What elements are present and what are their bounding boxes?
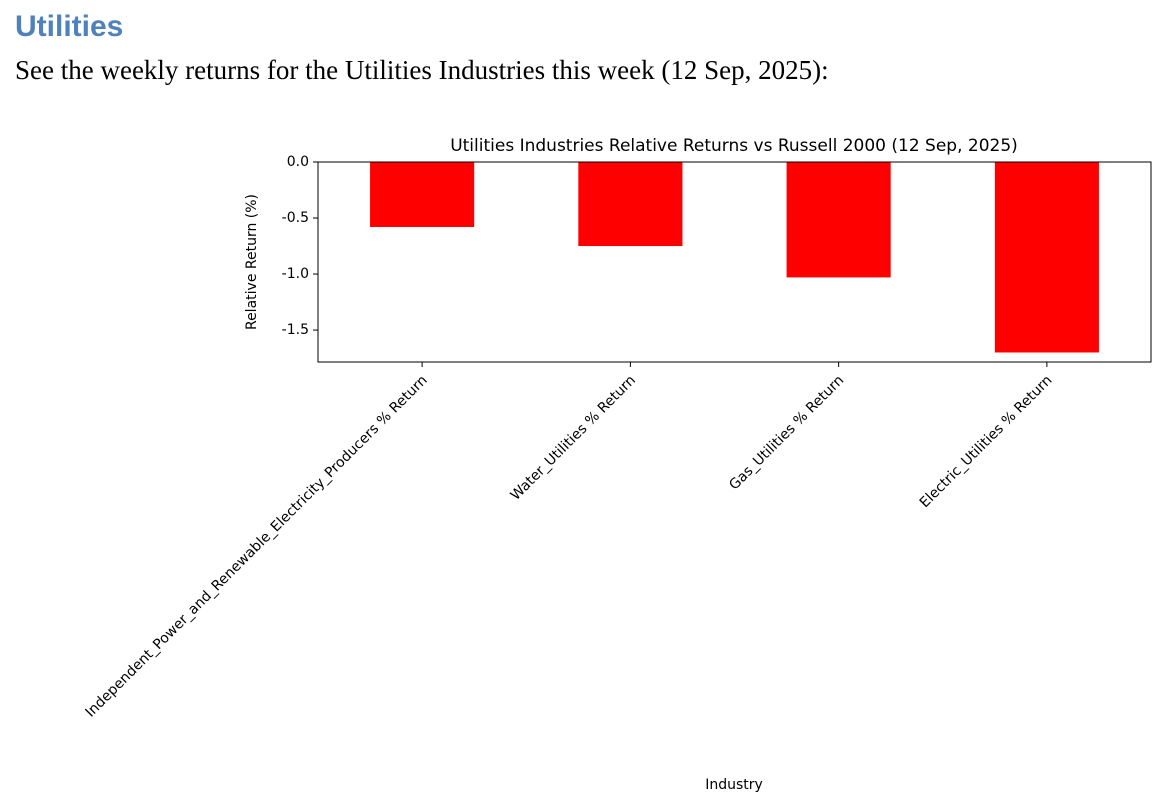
y-tick-label: 0.0 bbox=[287, 154, 309, 170]
bar bbox=[370, 162, 475, 227]
heading: Utilities bbox=[15, 10, 123, 43]
y-axis-label: Relative Return (%) bbox=[244, 194, 260, 330]
x-tick-label: Electric_Utilities % Return bbox=[917, 372, 1056, 511]
bar bbox=[994, 162, 1099, 353]
x-axis-label: Industry bbox=[705, 777, 763, 793]
bar bbox=[578, 162, 683, 247]
y-tick-label: -1.0 bbox=[282, 266, 309, 282]
y-tick-label: -1.5 bbox=[282, 322, 309, 338]
x-tick-label: Water_Utilities % Return bbox=[508, 372, 639, 503]
plot-frame bbox=[317, 161, 1152, 363]
x-tick-label: Gas_Utilities % Return bbox=[726, 372, 847, 493]
x-tick-label: Independent_Power_and_Renewable_Electric… bbox=[82, 372, 430, 720]
chart-title: Utilities Industries Relative Returns vs… bbox=[450, 136, 1018, 156]
intro: See the weekly returns for the Utilities… bbox=[15, 55, 829, 85]
bar bbox=[786, 162, 891, 278]
y-tick-label: -0.5 bbox=[282, 210, 309, 226]
